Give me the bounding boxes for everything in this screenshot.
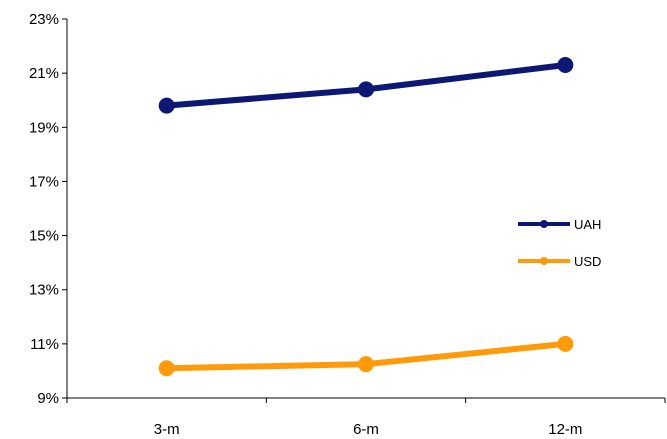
- legend-swatch-marker-usd: [540, 257, 548, 265]
- data-point-uah: [358, 81, 374, 98]
- data-point-uah: [557, 57, 574, 74]
- y-tick-label: 13%: [29, 282, 59, 299]
- y-tick-label: 9%: [37, 390, 59, 407]
- data-point-usd: [557, 335, 574, 352]
- y-tick-label: 19%: [29, 119, 59, 136]
- x-tick-label: 3-m: [154, 421, 180, 438]
- y-tick-label: 15%: [29, 228, 59, 245]
- data-point-usd: [158, 360, 175, 377]
- y-tick-label: 17%: [29, 173, 59, 190]
- data-point-usd: [358, 356, 374, 373]
- chart-series: [158, 57, 574, 377]
- y-tick-label: 11%: [30, 336, 59, 353]
- data-point-uah: [158, 97, 175, 114]
- legend-swatch-marker-uah: [540, 220, 548, 228]
- legend-label-usd: USD: [574, 254, 601, 269]
- x-tick-label: 6-m: [353, 421, 379, 438]
- chart-axes: 9% 11% 13% 15% 17% 19% 21% 23% 3-m 6-m 12-m: [29, 11, 666, 438]
- y-tick-label: 23%: [29, 11, 59, 28]
- legend-label-uah: UAH: [574, 217, 601, 232]
- chart-legend: UAH USD: [518, 217, 601, 269]
- y-tick-label: 21%: [29, 65, 59, 82]
- x-tick-label: 12-m: [548, 421, 582, 438]
